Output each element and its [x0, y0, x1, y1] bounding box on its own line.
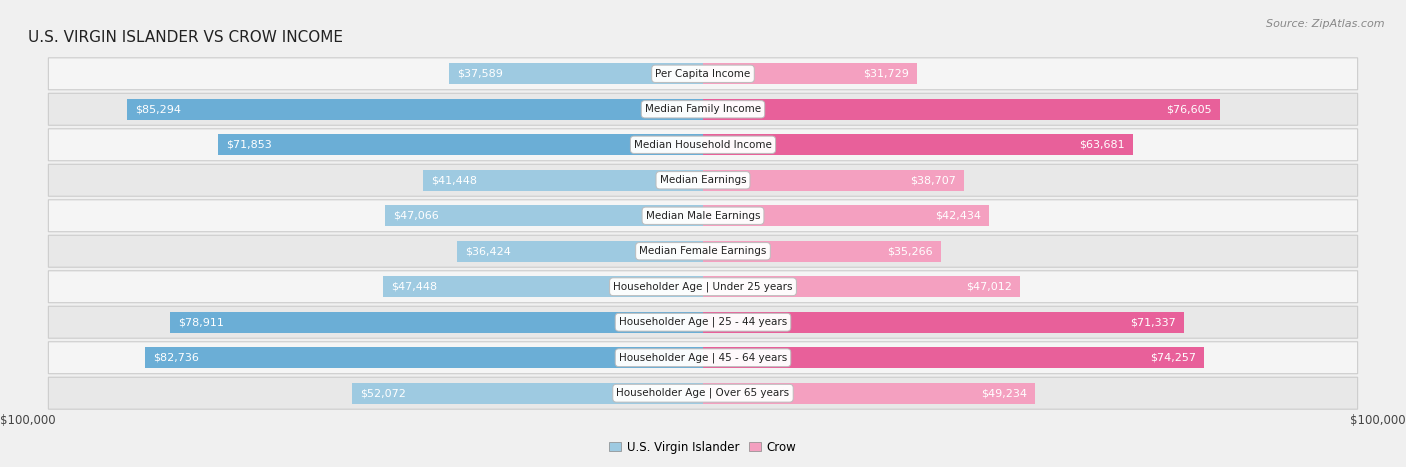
FancyBboxPatch shape — [48, 377, 1358, 409]
Text: $71,337: $71,337 — [1130, 317, 1177, 327]
FancyBboxPatch shape — [48, 342, 1358, 374]
Text: Median Household Income: Median Household Income — [634, 140, 772, 150]
FancyBboxPatch shape — [48, 235, 1358, 267]
Text: $49,234: $49,234 — [981, 388, 1028, 398]
Bar — [703, 241, 941, 262]
Text: Per Capita Income: Per Capita Income — [655, 69, 751, 79]
FancyBboxPatch shape — [48, 93, 1358, 125]
Text: $47,012: $47,012 — [966, 282, 1012, 292]
Text: Median Earnings: Median Earnings — [659, 175, 747, 185]
Text: Source: ZipAtlas.com: Source: ZipAtlas.com — [1267, 19, 1385, 28]
FancyBboxPatch shape — [48, 306, 1358, 338]
Text: $42,434: $42,434 — [935, 211, 981, 221]
Bar — [703, 347, 1204, 368]
Bar — [703, 63, 917, 85]
FancyBboxPatch shape — [48, 164, 1358, 196]
Text: $35,266: $35,266 — [887, 246, 934, 256]
Bar — [703, 170, 965, 191]
Bar — [352, 382, 703, 404]
Text: $47,448: $47,448 — [391, 282, 437, 292]
Text: Median Male Earnings: Median Male Earnings — [645, 211, 761, 221]
Text: $85,294: $85,294 — [135, 104, 181, 114]
FancyBboxPatch shape — [48, 58, 1358, 90]
Text: $82,736: $82,736 — [153, 353, 198, 363]
Text: $74,257: $74,257 — [1150, 353, 1197, 363]
FancyBboxPatch shape — [48, 129, 1358, 161]
Bar — [145, 347, 703, 368]
FancyBboxPatch shape — [48, 271, 1358, 303]
Text: U.S. VIRGIN ISLANDER VS CROW INCOME: U.S. VIRGIN ISLANDER VS CROW INCOME — [28, 30, 343, 45]
Bar — [457, 241, 703, 262]
Bar — [703, 134, 1133, 156]
Bar — [703, 382, 1035, 404]
Bar — [423, 170, 703, 191]
Text: $78,911: $78,911 — [179, 317, 225, 327]
Bar — [703, 276, 1021, 297]
Legend: U.S. Virgin Islander, Crow: U.S. Virgin Islander, Crow — [605, 436, 801, 458]
Text: $47,066: $47,066 — [394, 211, 439, 221]
Bar — [382, 276, 703, 297]
Text: $41,448: $41,448 — [432, 175, 478, 185]
Text: $52,072: $52,072 — [360, 388, 405, 398]
Text: $36,424: $36,424 — [465, 246, 512, 256]
Bar — [128, 99, 703, 120]
FancyBboxPatch shape — [48, 200, 1358, 232]
Text: $37,589: $37,589 — [457, 69, 503, 79]
Bar — [703, 311, 1184, 333]
Text: Householder Age | 45 - 64 years: Householder Age | 45 - 64 years — [619, 353, 787, 363]
Text: $63,681: $63,681 — [1078, 140, 1125, 150]
Bar — [385, 205, 703, 226]
Bar — [218, 134, 703, 156]
Text: Median Female Earnings: Median Female Earnings — [640, 246, 766, 256]
Text: $31,729: $31,729 — [863, 69, 910, 79]
Bar — [703, 99, 1220, 120]
Bar — [170, 311, 703, 333]
Bar — [703, 205, 990, 226]
Text: Householder Age | 25 - 44 years: Householder Age | 25 - 44 years — [619, 317, 787, 327]
Text: Householder Age | Over 65 years: Householder Age | Over 65 years — [616, 388, 790, 398]
Bar — [450, 63, 703, 85]
Text: $76,605: $76,605 — [1166, 104, 1212, 114]
Text: $71,853: $71,853 — [226, 140, 271, 150]
Text: Householder Age | Under 25 years: Householder Age | Under 25 years — [613, 282, 793, 292]
Text: $38,707: $38,707 — [910, 175, 956, 185]
Text: Median Family Income: Median Family Income — [645, 104, 761, 114]
